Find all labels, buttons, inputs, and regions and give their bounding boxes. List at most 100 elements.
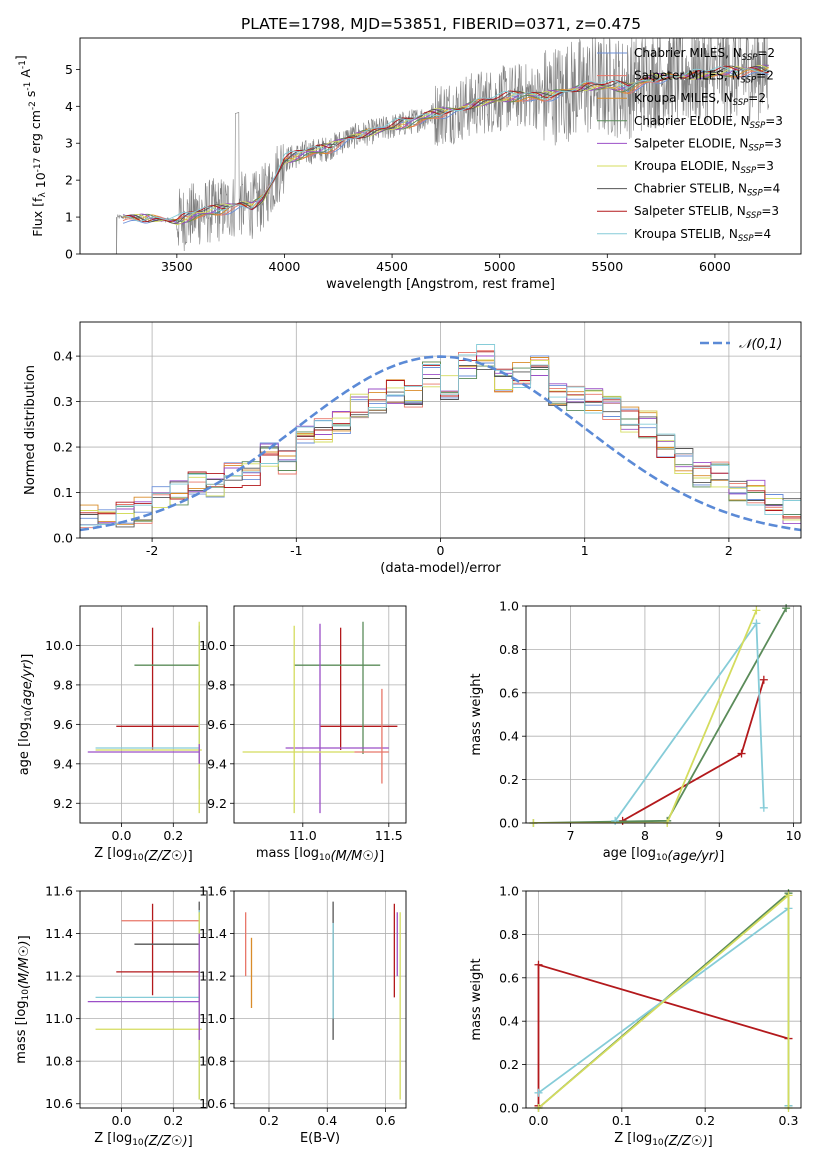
age-vs-Z-frame <box>79 605 208 824</box>
spectrum-ytick-label: 3 <box>65 136 73 151</box>
mass-weight-marker <box>534 1088 543 1097</box>
spectrum-ytick-label: 1 <box>65 210 73 225</box>
spectrum-xtick-label: 4500 <box>376 259 408 274</box>
label-part: log <box>112 1131 132 1146</box>
label-part: (Z/Z☉) <box>664 1134 708 1149</box>
spectrum-xtick-label: 3500 <box>161 259 193 274</box>
mass-vs-Z-frame <box>79 890 208 1109</box>
mass-weight-marker <box>611 816 620 825</box>
mass-vs-Z-ytick-label: 11.6 <box>45 884 73 899</box>
weight-vs-Z-ylabel: mass weight <box>469 958 484 1040</box>
legend-label-sub: SSP <box>747 189 763 199</box>
legend-label-main: Salpeter STELIB, N <box>634 204 746 218</box>
spectrum-xlabel: wavelength [Angstrom, rest frame] <box>326 277 555 292</box>
spectrum-ytick-label: 5 <box>65 62 73 77</box>
mass-weight-marker <box>759 675 768 684</box>
label-part: log <box>112 846 132 861</box>
mass-weight-line <box>614 620 765 822</box>
label-part: ] <box>708 1134 713 1149</box>
mass-vs-ebv-ytick-label: 11.0 <box>199 1011 227 1026</box>
legend-label-sub: SSP <box>746 211 762 221</box>
label-part: A <box>18 69 33 82</box>
mass-vs-ebv-panel: 0.2 0.4 0.6 10.6 10.8 11.0 11.2 11.4 11.6 E(B-V) <box>199 884 407 1146</box>
weight-vs-age-ylabel: mass weight <box>469 673 484 755</box>
label-part: 10 <box>132 1138 144 1148</box>
mass-weight-marker <box>534 960 543 969</box>
legend-label-main: Chabrier STELIB, N <box>634 182 747 196</box>
weight-vs-age-frame <box>525 605 802 824</box>
label-part: (age/yr) <box>20 659 35 711</box>
weight-vs-Z-ytick-label: 0.8 <box>499 927 519 942</box>
spectrum-ytick-label: 4 <box>65 99 73 114</box>
age-vs-mass-xtick-label: 11.0 <box>289 828 317 843</box>
residuals-frame <box>79 321 802 539</box>
weight-vs-Z-ytick-label: 0.0 <box>499 1101 519 1116</box>
legend-label-sub: SSP <box>741 76 757 86</box>
weight-vs-age-xtick-label: 10 <box>786 828 802 843</box>
residuals-xtick-label: 2 <box>725 543 733 558</box>
age-vs-mass-ytick-label: 9.6 <box>207 717 227 732</box>
weight-vs-age-ytick-label: 0.8 <box>499 642 519 657</box>
mass-weight-line <box>622 679 765 822</box>
weight-vs-Z-xlabel: Z [log10(Z/Z☉)] <box>614 1131 712 1149</box>
mass-vs-ebv-frame <box>233 890 407 1109</box>
weight-vs-age-ytick-label: 0.0 <box>499 816 519 831</box>
mass-weight-line <box>533 607 787 823</box>
label-part: Flux [f <box>30 197 45 237</box>
spectrum-xtick-label: 6000 <box>699 259 731 274</box>
mass-vs-ebv-ytick-label: 10.6 <box>199 1096 227 1111</box>
weight-vs-Z-xtick-label: 0.1 <box>612 1113 632 1128</box>
weight-vs-Z-ytick-label: 1.0 <box>499 884 519 899</box>
weight-vs-age-ytick-label: 0.4 <box>499 729 519 744</box>
legend-label-tail: =4 <box>763 182 781 196</box>
spectrum-model-line <box>122 70 769 224</box>
label-part: wavelength [Angstrom, rest frame] <box>326 277 555 292</box>
mass-vs-ebv-ytick-label: 11.6 <box>199 884 227 899</box>
label-part: log <box>636 846 656 861</box>
legend-label: Chabrier ELODIE, NSSP=3 <box>634 114 783 131</box>
legend-label: Kroupa ELODIE, NSSP=3 <box>634 159 774 176</box>
mass-weight-line <box>537 963 789 1106</box>
legend-label-sub: SSP <box>741 166 757 176</box>
label-part: log <box>14 1000 29 1020</box>
label-part: 10 <box>21 989 31 1001</box>
mass-vs-Z-ytick-label: 10.8 <box>45 1054 73 1069</box>
mass-vs-Z-ylabel: mass [log10(M/M☉)] <box>14 935 32 1063</box>
weight-vs-age-xtick-label: 8 <box>641 828 649 843</box>
label-part: age [ <box>603 846 636 861</box>
label-part: Z [ <box>94 846 112 861</box>
legend-label-tail: =2 <box>748 91 766 105</box>
age-vs-mass-ytick-label: 10.0 <box>199 638 227 653</box>
label-part: ] <box>719 849 724 864</box>
spectrum-frame <box>79 37 802 255</box>
legend-label-tail: =2 <box>757 46 775 60</box>
legend-label: Salpeter ELODIE, NSSP=3 <box>634 136 782 153</box>
mass-vs-ebv-ytick-label: 10.8 <box>199 1054 227 1069</box>
label-part: ] <box>188 849 193 864</box>
label-part: 10 <box>132 853 144 863</box>
mass-vs-ebv-xtick-label: 0.4 <box>317 1113 337 1128</box>
age-vs-mass-ytick-label: 9.4 <box>207 756 227 771</box>
mass-vs-Z-ytick-label: 11.0 <box>45 1011 73 1026</box>
age-vs-mass-frame <box>233 605 407 824</box>
weight-vs-Z-xtick-label: 0.0 <box>529 1113 549 1128</box>
label-part: mass weight <box>469 958 484 1040</box>
weight-vs-Z-xtick-label: 0.2 <box>695 1113 715 1128</box>
mass-vs-ebv-xtick-label: 0.2 <box>259 1113 279 1128</box>
residuals-ytick-label: 0.4 <box>53 349 73 364</box>
residuals-xtick-label: 1 <box>581 543 589 558</box>
age-vs-mass-panel: 11.0 11.5 9.2 9.4 9.6 9.8 10.0 mass [log10(M/M☉… <box>199 605 407 864</box>
weight-vs-age-ytick-label: 0.6 <box>499 685 519 700</box>
legend-label-tail: =3 <box>765 114 783 128</box>
label-part: ] <box>379 849 384 864</box>
mass-weight-marker <box>782 604 791 613</box>
age-vs-Z-xlabel: Z [log10(Z/Z☉)] <box>94 846 192 864</box>
age-vs-Z-ylabel: age [log10(age/yr)] <box>17 654 35 776</box>
label-part: Normed distribution <box>23 365 38 495</box>
residuals-xtick-label: 0 <box>437 543 445 558</box>
label-part: (Z/Z☉) <box>144 849 188 864</box>
spectrum-model-line <box>122 65 769 223</box>
mass-weight-line <box>537 893 790 1108</box>
